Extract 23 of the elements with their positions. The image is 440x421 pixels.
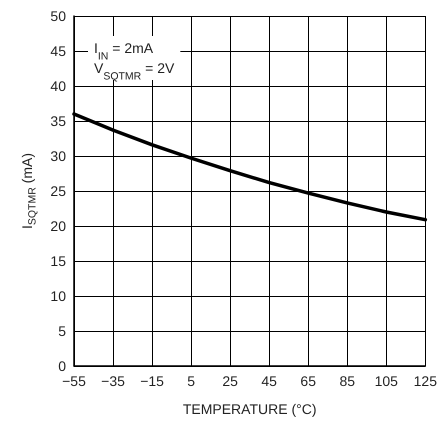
x-tick-label: 105: [374, 373, 398, 389]
x-tick-label: 45: [261, 373, 278, 389]
y-tick-label: 35: [50, 113, 66, 129]
x-tick-label: 65: [300, 373, 316, 389]
y-tick-label: 15: [50, 253, 66, 269]
y-tick-label: 25: [50, 183, 66, 199]
x-tick-label: 125: [414, 373, 438, 389]
x-tick-label: 85: [339, 373, 356, 389]
y-tick-label: 30: [50, 148, 66, 164]
x-tick-label: −15: [140, 373, 164, 389]
y-tick-label: 0: [58, 358, 66, 374]
y-tick-label: 50: [50, 8, 66, 24]
y-tick-label: 5: [58, 323, 66, 339]
x-tick-label: −55: [62, 373, 86, 389]
y-tick-label: 45: [50, 43, 66, 59]
y-tick-label: 10: [50, 288, 66, 304]
x-axis-title: TEMPERATURE (°C): [182, 401, 316, 417]
x-tick-label: 5: [187, 373, 196, 389]
x-tick-label: −35: [101, 373, 126, 389]
y-axis-title: ISQTMR (mA): [19, 152, 38, 230]
y-tick-label: 40: [50, 78, 66, 94]
y-tick-label: 20: [50, 218, 66, 234]
x-tick-label: 25: [222, 373, 238, 389]
